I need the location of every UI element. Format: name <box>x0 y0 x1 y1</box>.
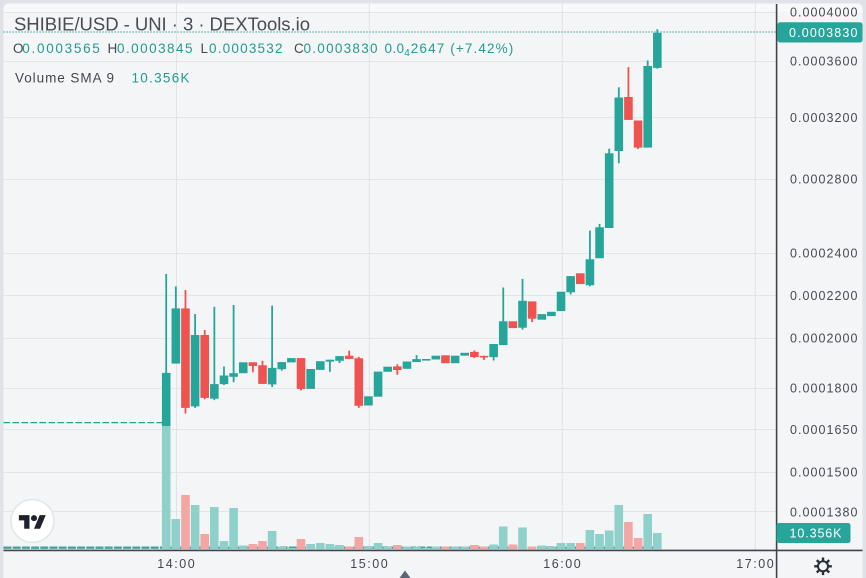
svg-text:0.0003600: 0.0003600 <box>790 54 858 68</box>
svg-text:H: H <box>108 41 118 56</box>
svg-text:0.0004000: 0.0004000 <box>790 5 858 19</box>
svg-text:0.0003532: 0.0003532 <box>209 41 283 56</box>
svg-text:4: 4 <box>404 48 410 59</box>
svg-text:0.0001650: 0.0001650 <box>790 423 858 437</box>
svg-text:10.356K: 10.356K <box>132 71 190 86</box>
svg-text:16:00: 16:00 <box>543 557 581 571</box>
svg-text:0.0002400: 0.0002400 <box>790 246 858 260</box>
svg-text:SHIBIE/USD - UNI · 3 · DEXTool: SHIBIE/USD - UNI · 3 · DEXTools.io <box>14 14 310 35</box>
svg-text:0.0002800: 0.0002800 <box>790 172 858 186</box>
svg-text:0.0: 0.0 <box>385 41 405 56</box>
svg-text:14:00: 14:00 <box>157 557 195 571</box>
svg-text:0.0001800: 0.0001800 <box>790 382 858 396</box>
svg-text:0.0003565: 0.0003565 <box>22 41 100 56</box>
svg-text:17:00: 17:00 <box>736 557 774 571</box>
svg-text:0.0003830: 0.0003830 <box>304 41 378 56</box>
svg-text:0.0002200: 0.0002200 <box>790 289 858 303</box>
svg-text:0.0003845: 0.0003845 <box>117 41 193 56</box>
svg-text:O: O <box>13 41 24 56</box>
svg-text:0.0001500: 0.0001500 <box>790 465 858 479</box>
svg-text:0.0003830: 0.0003830 <box>789 26 858 40</box>
svg-text:10.356K: 10.356K <box>790 527 843 541</box>
svg-text:15:00: 15:00 <box>350 557 388 571</box>
svg-text:0.0003200: 0.0003200 <box>790 111 858 125</box>
svg-text:2647 (+7.42%): 2647 (+7.42%) <box>411 41 514 56</box>
svg-text:L: L <box>201 41 209 56</box>
svg-text:C: C <box>294 41 304 56</box>
svg-text:0.0001380: 0.0001380 <box>790 505 858 519</box>
svg-text:0.0002000: 0.0002000 <box>790 331 858 345</box>
svg-text:Volume SMA 9: Volume SMA 9 <box>15 71 114 86</box>
